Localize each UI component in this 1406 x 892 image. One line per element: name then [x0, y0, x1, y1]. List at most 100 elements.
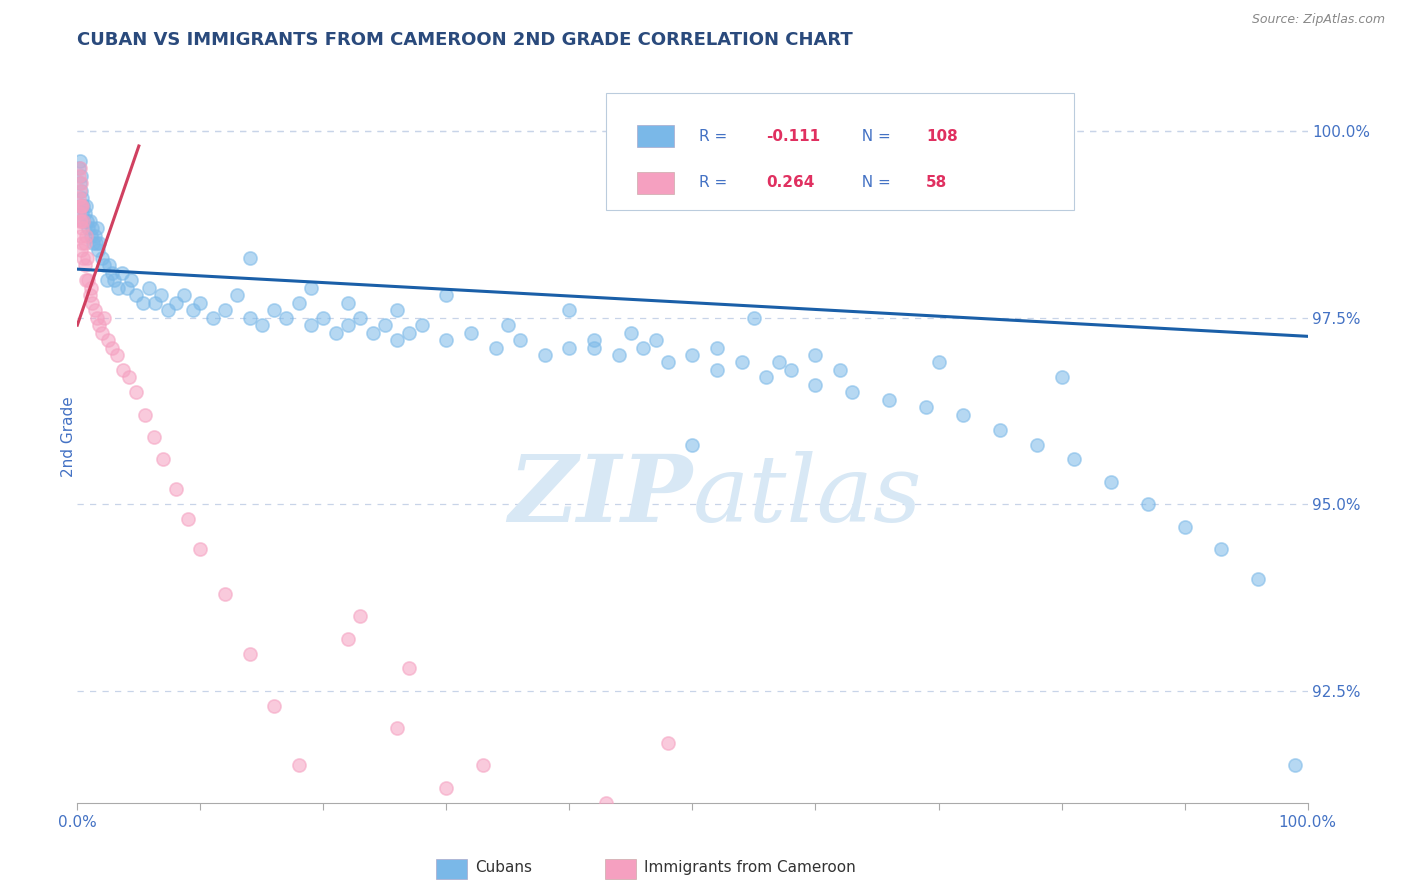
Point	[97, 333, 120, 347]
Point	[79, 288, 101, 302]
Point	[239, 647, 262, 661]
Point	[731, 355, 754, 369]
Point	[67, 191, 90, 205]
Point	[1063, 452, 1085, 467]
Point	[77, 273, 100, 287]
Point	[706, 341, 728, 355]
Point	[77, 221, 100, 235]
Point	[607, 348, 630, 362]
Point	[73, 206, 96, 220]
Point	[1247, 572, 1270, 586]
Point	[337, 295, 360, 310]
FancyBboxPatch shape	[606, 94, 1074, 211]
Text: atlas: atlas	[693, 450, 922, 541]
Point	[387, 721, 409, 735]
Point	[70, 235, 93, 250]
Point	[90, 251, 114, 265]
Point	[509, 333, 531, 347]
Point	[69, 177, 91, 191]
Point	[1050, 370, 1073, 384]
Point	[79, 213, 101, 227]
Point	[299, 281, 322, 295]
Point	[312, 310, 335, 325]
Point	[72, 213, 94, 227]
Bar	[637, 126, 673, 147]
Point	[534, 855, 557, 870]
Point	[70, 221, 93, 235]
Point	[583, 341, 606, 355]
Point	[915, 401, 938, 415]
Point	[398, 326, 420, 340]
Point	[138, 281, 160, 295]
Point	[214, 587, 236, 601]
Point	[86, 221, 108, 235]
Point	[214, 303, 236, 318]
Point	[76, 213, 98, 227]
Point	[125, 385, 148, 400]
Point	[142, 430, 165, 444]
Point	[534, 348, 557, 362]
Point	[583, 333, 606, 347]
Point	[111, 266, 132, 280]
Point	[69, 199, 91, 213]
Point	[190, 542, 212, 557]
Point	[830, 363, 852, 377]
Point	[928, 355, 950, 369]
Point	[93, 310, 115, 325]
Text: -0.111: -0.111	[766, 129, 820, 144]
Point	[70, 199, 93, 213]
Point	[70, 191, 93, 205]
Point	[83, 228, 105, 243]
Point	[558, 341, 581, 355]
Point	[682, 348, 704, 362]
Point	[361, 326, 384, 340]
Point	[125, 288, 148, 302]
Point	[312, 811, 335, 825]
Point	[633, 341, 655, 355]
Point	[70, 244, 93, 258]
Point	[72, 199, 94, 213]
Point	[134, 408, 156, 422]
Point	[398, 661, 420, 675]
Point	[657, 355, 679, 369]
Point	[82, 235, 104, 250]
Point	[190, 295, 212, 310]
Point	[90, 326, 114, 340]
Point	[780, 363, 803, 377]
Point	[111, 363, 134, 377]
Point	[755, 370, 778, 384]
Text: ZIP: ZIP	[508, 450, 693, 541]
Point	[80, 228, 103, 243]
Point	[742, 310, 765, 325]
Point	[82, 221, 104, 235]
Point	[87, 244, 110, 258]
Point	[485, 825, 508, 839]
Y-axis label: 2nd Grade: 2nd Grade	[62, 397, 76, 477]
Point	[276, 310, 298, 325]
Point	[644, 333, 666, 347]
Point	[177, 512, 200, 526]
Point	[121, 273, 143, 287]
Point	[105, 348, 128, 362]
Point	[67, 169, 90, 183]
Text: 0.264: 0.264	[766, 175, 814, 190]
Point	[988, 423, 1011, 437]
Point	[157, 303, 180, 318]
Point	[69, 184, 91, 198]
Point	[952, 408, 974, 422]
Text: Source: ZipAtlas.com: Source: ZipAtlas.com	[1251, 13, 1385, 27]
Point	[1174, 519, 1197, 533]
Point	[150, 288, 173, 302]
Point	[70, 184, 93, 198]
Point	[70, 206, 93, 220]
Point	[80, 281, 103, 295]
Point	[173, 288, 195, 302]
Point	[115, 281, 138, 295]
Point	[84, 235, 107, 250]
Text: R =: R =	[699, 175, 731, 190]
Point	[804, 377, 827, 392]
Point	[436, 288, 458, 302]
Point	[879, 392, 901, 407]
Point	[89, 235, 111, 250]
Point	[70, 213, 93, 227]
